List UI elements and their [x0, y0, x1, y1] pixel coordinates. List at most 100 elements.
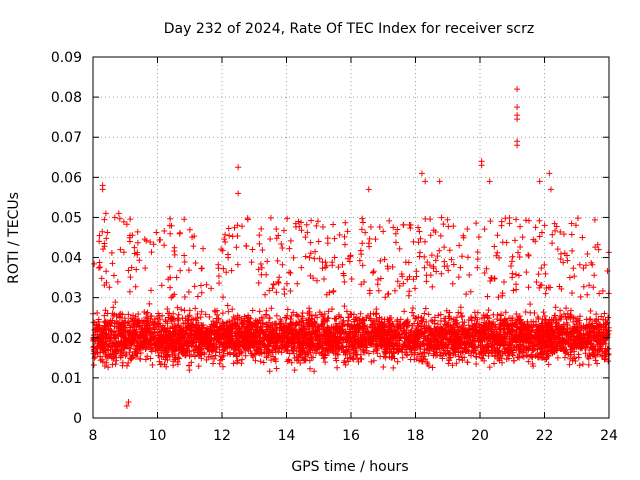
- data-point: [439, 355, 446, 362]
- data-point: [368, 329, 375, 336]
- data-point: [284, 358, 291, 365]
- data-point: [580, 265, 587, 272]
- data-point: [549, 231, 556, 238]
- data-point: [475, 234, 482, 241]
- data-point: [407, 225, 414, 232]
- data-point: [604, 267, 611, 274]
- data-point: [243, 339, 250, 346]
- data-point: [259, 319, 266, 326]
- data-point: [131, 320, 138, 327]
- data-point: [494, 356, 501, 363]
- data-point: [505, 355, 512, 362]
- data-point: [291, 367, 298, 374]
- data-point: [453, 320, 460, 327]
- data-point: [281, 286, 288, 293]
- data-point: [274, 278, 281, 285]
- data-point: [436, 247, 443, 254]
- data-point: [535, 354, 542, 361]
- data-point: [445, 319, 452, 326]
- data-point: [116, 215, 123, 222]
- data-point: [251, 336, 258, 343]
- data-point: [529, 347, 536, 354]
- data-point: [133, 266, 140, 273]
- data-point: [297, 340, 304, 347]
- data-point: [111, 332, 118, 339]
- data-point: [536, 217, 543, 224]
- data-point: [95, 264, 102, 271]
- data-point: [482, 343, 489, 350]
- data-point: [465, 347, 472, 354]
- data-point: [413, 314, 420, 321]
- data-point: [159, 343, 166, 350]
- data-point: [586, 316, 593, 323]
- data-point: [213, 343, 220, 350]
- data-point: [596, 290, 603, 297]
- data-point: [510, 287, 517, 294]
- data-point: [600, 333, 607, 340]
- data-point: [563, 326, 570, 333]
- data-point: [316, 255, 323, 262]
- data-point: [107, 335, 114, 342]
- data-point: [128, 264, 135, 271]
- data-point: [594, 360, 601, 367]
- data-point: [539, 316, 546, 323]
- data-point: [480, 331, 487, 338]
- data-point: [394, 316, 401, 323]
- data-point: [506, 220, 513, 227]
- data-point: [381, 346, 388, 353]
- data-point: [215, 265, 222, 272]
- data-point: [95, 318, 102, 325]
- data-point: [216, 338, 223, 345]
- data-point: [260, 359, 267, 366]
- data-point: [100, 246, 107, 253]
- data-point: [238, 223, 245, 230]
- data-point: [440, 350, 447, 357]
- data-point: [517, 223, 524, 230]
- data-point: [590, 349, 597, 356]
- data-point: [223, 330, 230, 337]
- data-point: [440, 221, 447, 228]
- data-point: [343, 308, 350, 315]
- data-point: [467, 352, 474, 359]
- data-point: [295, 313, 302, 320]
- data-point: [424, 259, 431, 266]
- data-point: [293, 319, 300, 326]
- data-point: [346, 350, 353, 357]
- data-point: [434, 253, 441, 260]
- data-point: [563, 339, 570, 346]
- data-point: [373, 347, 380, 354]
- data-point: [163, 351, 170, 358]
- data-point: [534, 314, 541, 321]
- data-point: [574, 326, 581, 333]
- data-point: [287, 287, 294, 294]
- data-point: [473, 350, 480, 357]
- data-point: [315, 340, 322, 347]
- data-point: [306, 254, 313, 261]
- data-point: [239, 334, 246, 341]
- data-point: [542, 330, 549, 337]
- data-point: [455, 309, 462, 316]
- data-point: [290, 309, 297, 316]
- data-point: [422, 356, 429, 363]
- data-point: [445, 267, 452, 274]
- data-point: [367, 224, 374, 231]
- data-point: [101, 345, 108, 352]
- data-point: [477, 349, 484, 356]
- data-point: [220, 294, 227, 301]
- data-point: [515, 272, 522, 279]
- data-point: [529, 360, 536, 367]
- data-point: [519, 352, 526, 359]
- data-point: [384, 263, 391, 270]
- data-point: [342, 219, 349, 226]
- data-point: [319, 265, 326, 272]
- data-point: [125, 311, 132, 318]
- data-point: [528, 324, 535, 331]
- data-point: [531, 309, 538, 316]
- data-point: [197, 282, 204, 289]
- data-point: [406, 221, 413, 228]
- data-point: [575, 351, 582, 358]
- data-point: [471, 343, 478, 350]
- data-point: [146, 329, 153, 336]
- data-point: [161, 242, 168, 249]
- data-point: [313, 222, 320, 229]
